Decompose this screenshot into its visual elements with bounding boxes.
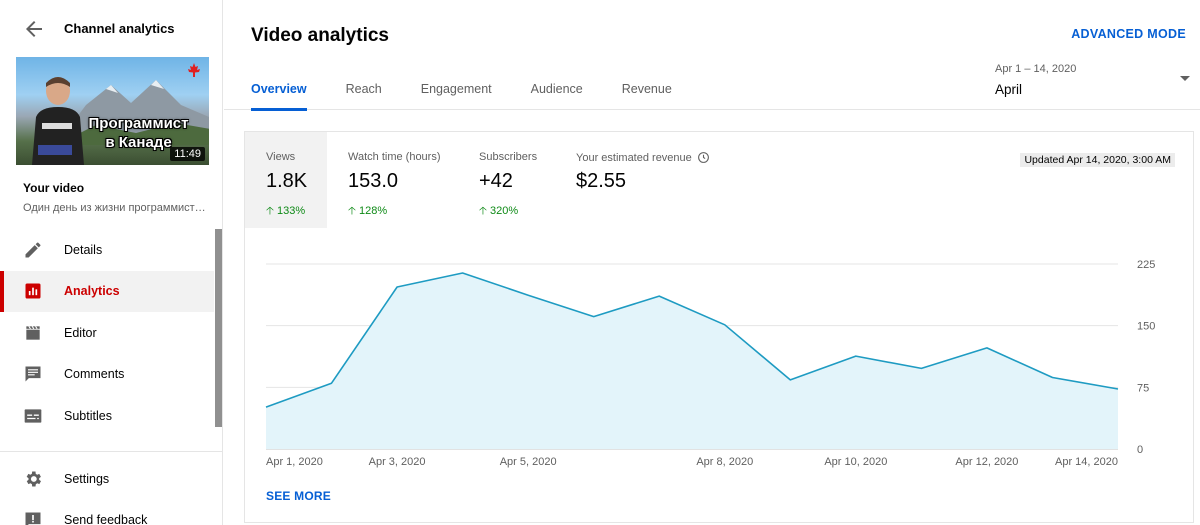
thumbnail-caption: Программист в Канаде (71, 114, 206, 152)
advanced-mode-button[interactable]: ADVANCED MODE (1071, 27, 1186, 41)
arrow-up-icon: 🡡 (266, 205, 274, 217)
metric-subscribers[interactable]: Subscribers +42 🡡 320% (458, 132, 555, 228)
sidebar: Channel analytics Программист в Ка (0, 0, 223, 525)
tab-bar: Overview Reach Engagement Audience Reven… (251, 72, 711, 111)
chevron-down-icon (1180, 76, 1190, 81)
sidebar-header: Channel analytics (0, 0, 222, 57)
metric-change: 🡡 320% (479, 202, 518, 221)
metric-change: 🡡 133% (266, 202, 305, 221)
sidebar-scrollbar[interactable] (215, 229, 222, 427)
metric-views[interactable]: Views 1.8K 🡡 133% (245, 132, 327, 228)
metric-label: Watch time (hours) (348, 151, 441, 163)
sidebar-bottom-nav: Settings Send feedback (0, 458, 214, 525)
x-tick-label: Apr 12, 2020 (955, 456, 1018, 468)
y-tick-label: 225 (1137, 259, 1155, 271)
sidebar-item-settings[interactable]: Settings (0, 458, 214, 500)
arrow-up-icon: 🡡 (479, 205, 487, 217)
date-range-dropdown[interactable]: Apr 1 – 14, 2020 April (995, 62, 1190, 106)
metric-label: Subscribers (479, 151, 538, 163)
video-thumbnail[interactable]: Программист в Канаде 11:49 (16, 57, 209, 165)
metric-change-value: 133% (276, 205, 306, 217)
clock-icon[interactable] (697, 151, 710, 164)
metric-label-text: Your estimated revenue (576, 151, 692, 164)
tab-engagement[interactable]: Engagement (420, 82, 492, 96)
back-arrow-icon[interactable] (22, 17, 46, 41)
y-tick-label: 75 (1137, 382, 1149, 394)
arrow-up-icon: 🡡 (348, 205, 356, 217)
sidebar-item-label: Send feedback (64, 513, 148, 525)
chart-area-fill (266, 273, 1118, 449)
metric-watch-time[interactable]: Watch time (hours) 153.0 🡡 128% (327, 132, 458, 228)
sidebar-item-subtitles[interactable]: Subtitles (0, 395, 214, 437)
analytics-icon (25, 283, 41, 299)
metric-value: $2.55 (576, 170, 627, 192)
date-range-text: Apr 1 – 14, 2020 (995, 63, 1077, 75)
date-range-value: April (995, 82, 1023, 97)
thumbnail-caption-line2: в Канаде (105, 134, 172, 151)
sidebar-item-label: Comments (64, 367, 125, 382)
x-tick-label: Apr 1, 2020 (266, 456, 323, 468)
x-tick-label: Apr 10, 2020 (824, 456, 887, 468)
main-content: Video analytics ADVANCED MODE Overview R… (224, 0, 1200, 525)
metric-label: Views (266, 151, 296, 163)
sidebar-item-comments[interactable]: Comments (0, 354, 214, 396)
pencil-icon (25, 242, 41, 258)
comment-icon (25, 366, 41, 382)
x-tick-label: Apr 8, 2020 (696, 456, 753, 468)
metric-value: 153.0 (348, 170, 399, 192)
sidebar-item-label: Settings (64, 471, 110, 486)
chart-series-line (265, 272, 1119, 408)
overview-card: Views 1.8K 🡡 133% Watch time (hours) 153… (244, 131, 1194, 523)
sidebar-item-label: Details (64, 242, 103, 257)
metric-label: Your estimated revenue (576, 151, 710, 164)
tab-overview[interactable]: Overview (251, 72, 307, 111)
see-more-link[interactable]: SEE MORE (266, 489, 331, 503)
sidebar-item-label: Analytics (64, 284, 120, 299)
metric-revenue[interactable]: Your estimated revenue $2.55 (555, 132, 715, 228)
presenter-figure (32, 77, 84, 165)
metric-value: +42 (479, 170, 513, 192)
page-title: Video analytics (251, 25, 389, 46)
tab-revenue[interactable]: Revenue (621, 82, 672, 96)
sidebar-nav: Details Analytics Editor Comments Subtit… (0, 229, 214, 437)
sidebar-divider (0, 451, 222, 452)
sidebar-item-feedback[interactable]: Send feedback (0, 500, 214, 525)
metric-change-value: 128% (358, 205, 388, 217)
tab-reach[interactable]: Reach (345, 82, 382, 96)
video-duration: 11:49 (170, 147, 205, 161)
sidebar-item-label: Subtitles (64, 408, 112, 423)
subtitles-icon (24, 409, 42, 423)
metric-value: 1.8K (266, 170, 308, 192)
thumbnail-caption-line1: Программист (88, 115, 189, 132)
metric-change-value: 320% (489, 205, 519, 217)
sidebar-item-analytics[interactable]: Analytics (0, 270, 214, 312)
gear-icon (26, 471, 41, 487)
feedback-icon (25, 512, 41, 525)
sidebar-item-details[interactable]: Details (0, 229, 214, 271)
y-tick-label: 150 (1137, 321, 1155, 333)
x-tick-label: Apr 5, 2020 (500, 456, 557, 468)
views-area-chart: 0 75 150 225 Apr 1, 2020 Apr 3, 2020 Apr 5, 20… (265, 259, 1155, 468)
tab-audience[interactable]: Audience (530, 82, 583, 96)
video-title[interactable]: Один день из жизни программиста в Канаде (23, 202, 208, 214)
page-header: Video analytics ADVANCED MODE Overview R… (224, 0, 1200, 111)
y-tick-label: 0 (1137, 444, 1143, 456)
your-video-label: Your video (23, 181, 85, 195)
clapperboard-icon (26, 325, 40, 340)
sidebar-item-label: Editor (64, 325, 97, 340)
sidebar-item-editor[interactable]: Editor (0, 312, 214, 354)
mountain-graphic (56, 80, 209, 145)
sidebar-title: Channel analytics (64, 21, 175, 36)
canada-flag-icon (188, 63, 200, 77)
x-tick-label: Apr 3, 2020 (369, 456, 426, 468)
metric-change: 🡡 128% (348, 202, 387, 221)
x-tick-label: Apr 14, 2020 (1055, 456, 1118, 468)
updated-timestamp: Updated Apr 14, 2020, 3:00 AM (1020, 153, 1175, 167)
